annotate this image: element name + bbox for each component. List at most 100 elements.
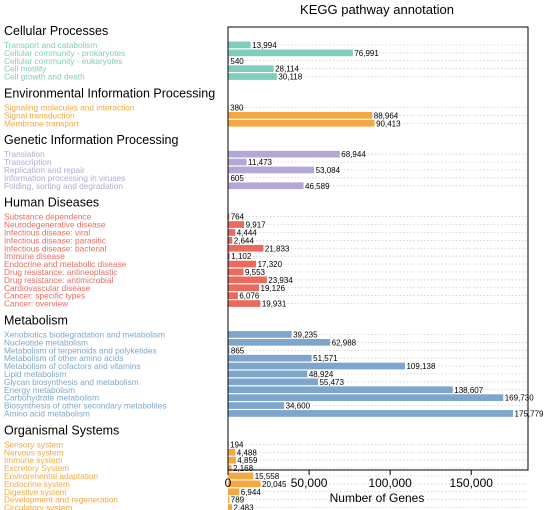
value-label: 2,483: [234, 504, 255, 510]
pathway-label: Signaling molecules and interaction: [4, 102, 135, 112]
category-heading: Cellular Processes: [4, 24, 108, 38]
bar: [228, 362, 405, 370]
value-label: 15,558: [255, 472, 280, 481]
pathway-label: Immune system: [4, 455, 63, 465]
bar: [228, 300, 261, 307]
bar: [228, 402, 285, 409]
pathway-label: Circulatory system: [4, 503, 72, 510]
value-label: 789: [231, 496, 245, 505]
bar: [228, 252, 230, 260]
x-tick-label: 50,000: [291, 476, 328, 490]
pathway-label: Endocrine system: [4, 479, 70, 489]
value-label: 865: [231, 346, 245, 355]
bar: [228, 284, 260, 292]
bar: [228, 292, 238, 299]
value-label: 4,444: [237, 228, 258, 237]
value-label: 175,779: [515, 409, 544, 418]
pathway-label: Digestive system: [4, 487, 67, 497]
pathway-label: Excretory System: [4, 463, 69, 473]
bar: [228, 268, 244, 276]
value-label: 19,126: [261, 284, 286, 293]
bar: [228, 496, 230, 503]
bar: [228, 504, 233, 510]
bar: [228, 158, 247, 166]
value-label: 169,730: [505, 394, 534, 403]
pathway-label: Metabolism of other amino acids: [4, 353, 123, 363]
x-tick-label: 0: [225, 476, 232, 490]
bar: [228, 150, 340, 158]
bar: [228, 346, 230, 354]
value-label: 88,964: [374, 111, 399, 120]
value-label: 53,084: [316, 166, 341, 175]
bar: [228, 339, 331, 346]
value-label: 194: [230, 440, 244, 449]
pathway-label: Membrane transport: [4, 118, 79, 128]
pathway-label: Transport and catabolism: [4, 40, 97, 50]
pathway-label: Metabolism of cofactors and vitamins: [4, 361, 141, 371]
pathway-label: Development and regeneration: [4, 495, 118, 505]
category-heading: Environmental Information Processing: [4, 87, 215, 101]
pathway-label: Cellular community - eukaryotes: [4, 56, 123, 66]
pathway-label: Xenobiotics biodegradation and metabolis…: [4, 329, 165, 339]
pathway-label: Transcription: [4, 157, 52, 167]
value-label: 2,168: [233, 464, 254, 473]
value-label: 764: [231, 213, 245, 222]
value-label: 21,833: [265, 244, 290, 253]
bar: [228, 41, 251, 49]
category-heading: Genetic Information Processing: [4, 133, 178, 147]
x-tick-label: 150,000: [450, 476, 494, 490]
pathway-label: Glycan biosynthesis and metabolism: [4, 377, 139, 387]
bar: [228, 112, 373, 119]
value-label: 9,553: [245, 268, 266, 277]
value-label: 4,859: [237, 456, 258, 465]
pathway-label: Immune disease: [4, 251, 65, 261]
pathway-label: Amino acid metabolism: [4, 408, 90, 418]
bar: [228, 472, 254, 480]
bar: [228, 456, 236, 464]
pathway-label: Signal transduction: [4, 110, 75, 120]
pathway-label: Infectious disease: bacterial: [4, 243, 107, 253]
pathway-label: Metabolism of terpenoids and polyketides: [4, 345, 157, 355]
bar: [228, 370, 308, 378]
pathway-label: Cellular community - prokaryotes: [4, 48, 125, 58]
value-label: 62,988: [332, 338, 357, 347]
bar: [228, 221, 245, 228]
x-axis-label: Number of Genes: [330, 491, 425, 505]
bar: [228, 331, 292, 338]
bar: [228, 480, 261, 488]
labels-layer: Cellular Processes Transport and cataboli…: [4, 24, 544, 510]
bar: [228, 448, 236, 456]
pathway-label: Energy metabolism: [4, 385, 75, 395]
value-label: 39,235: [293, 330, 318, 339]
plot-frame: [227, 26, 529, 471]
bar: [228, 260, 257, 268]
value-label: 48,924: [309, 370, 334, 379]
pathway-label: Information processing in viruses: [4, 173, 125, 183]
bar: [228, 65, 274, 72]
pathway-label: Translation: [4, 149, 45, 159]
value-label: 30,118: [278, 73, 302, 82]
bar: [228, 386, 453, 394]
chart-title: KEGG pathway annotation: [300, 2, 454, 17]
x-axis: 0 50,000 100,000 150,000: [225, 470, 494, 490]
value-label: 138,607: [454, 386, 483, 395]
value-label: 51,571: [313, 354, 338, 363]
bar: [228, 394, 504, 401]
bar: [228, 488, 240, 496]
value-label: 380: [230, 103, 244, 112]
value-label: 9,917: [246, 221, 267, 230]
value-label: 17,320: [258, 260, 283, 269]
bars-layer: [228, 41, 514, 510]
value-label: 19,931: [262, 300, 287, 309]
x-tick-label: 100,000: [368, 476, 412, 490]
value-label: 540: [230, 57, 244, 66]
bar: [228, 237, 233, 244]
bar: [228, 49, 353, 57]
bar: [228, 182, 304, 190]
bar: [228, 244, 264, 252]
value-label: 46,589: [305, 182, 330, 191]
bar: [228, 378, 318, 386]
value-label: 20,045: [262, 480, 287, 489]
value-label: 6,076: [239, 292, 260, 301]
